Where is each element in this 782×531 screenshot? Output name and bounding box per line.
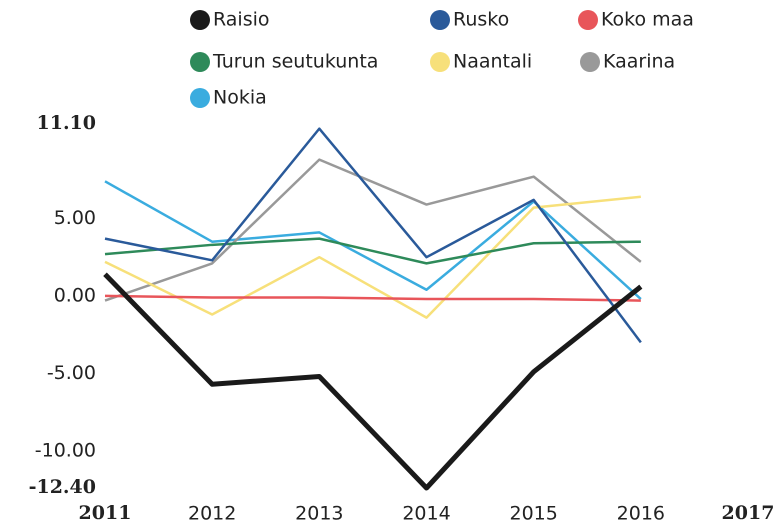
legend-label: Koko maa (601, 9, 694, 31)
series-line (104, 195, 641, 319)
legend-swatch (578, 10, 598, 30)
y-tick-label: 5.00 (54, 207, 96, 229)
legend-swatch (430, 10, 450, 30)
legend-swatch (190, 52, 210, 72)
x-tick-label: 2017 (722, 502, 775, 524)
legend-label: Rusko (453, 9, 509, 31)
legend-swatch (430, 52, 450, 72)
legend-label: Turun seutukunta (212, 51, 378, 73)
legend-label: Raisio (213, 9, 270, 31)
x-tick-label: 2015 (509, 503, 557, 525)
legend-swatch (580, 52, 600, 72)
legend-label: Naantali (453, 51, 532, 73)
x-tick-label: 2013 (295, 503, 343, 525)
legend-swatch (190, 10, 210, 30)
legend-label: Nokia (213, 87, 267, 109)
x-tick-label: 2016 (617, 503, 665, 525)
y-tick-label: 11.10 (37, 112, 97, 134)
y-tick-label: -10.00 (35, 439, 96, 461)
series-line (104, 237, 641, 265)
y-tick-label: -12.40 (29, 476, 96, 498)
legend-swatch (190, 88, 210, 108)
x-tick-label: 2012 (188, 503, 236, 525)
x-tick-label: 2014 (402, 503, 450, 525)
series-line (104, 158, 642, 302)
y-tick-label: 0.00 (54, 284, 96, 306)
series-line (103, 272, 643, 491)
x-tick-label: 2011 (79, 502, 132, 524)
series-line (104, 127, 642, 344)
y-tick-label: -5.00 (47, 362, 96, 384)
series-line (104, 294, 641, 302)
series-line (104, 180, 642, 300)
legend-label: Kaarina (603, 51, 675, 73)
